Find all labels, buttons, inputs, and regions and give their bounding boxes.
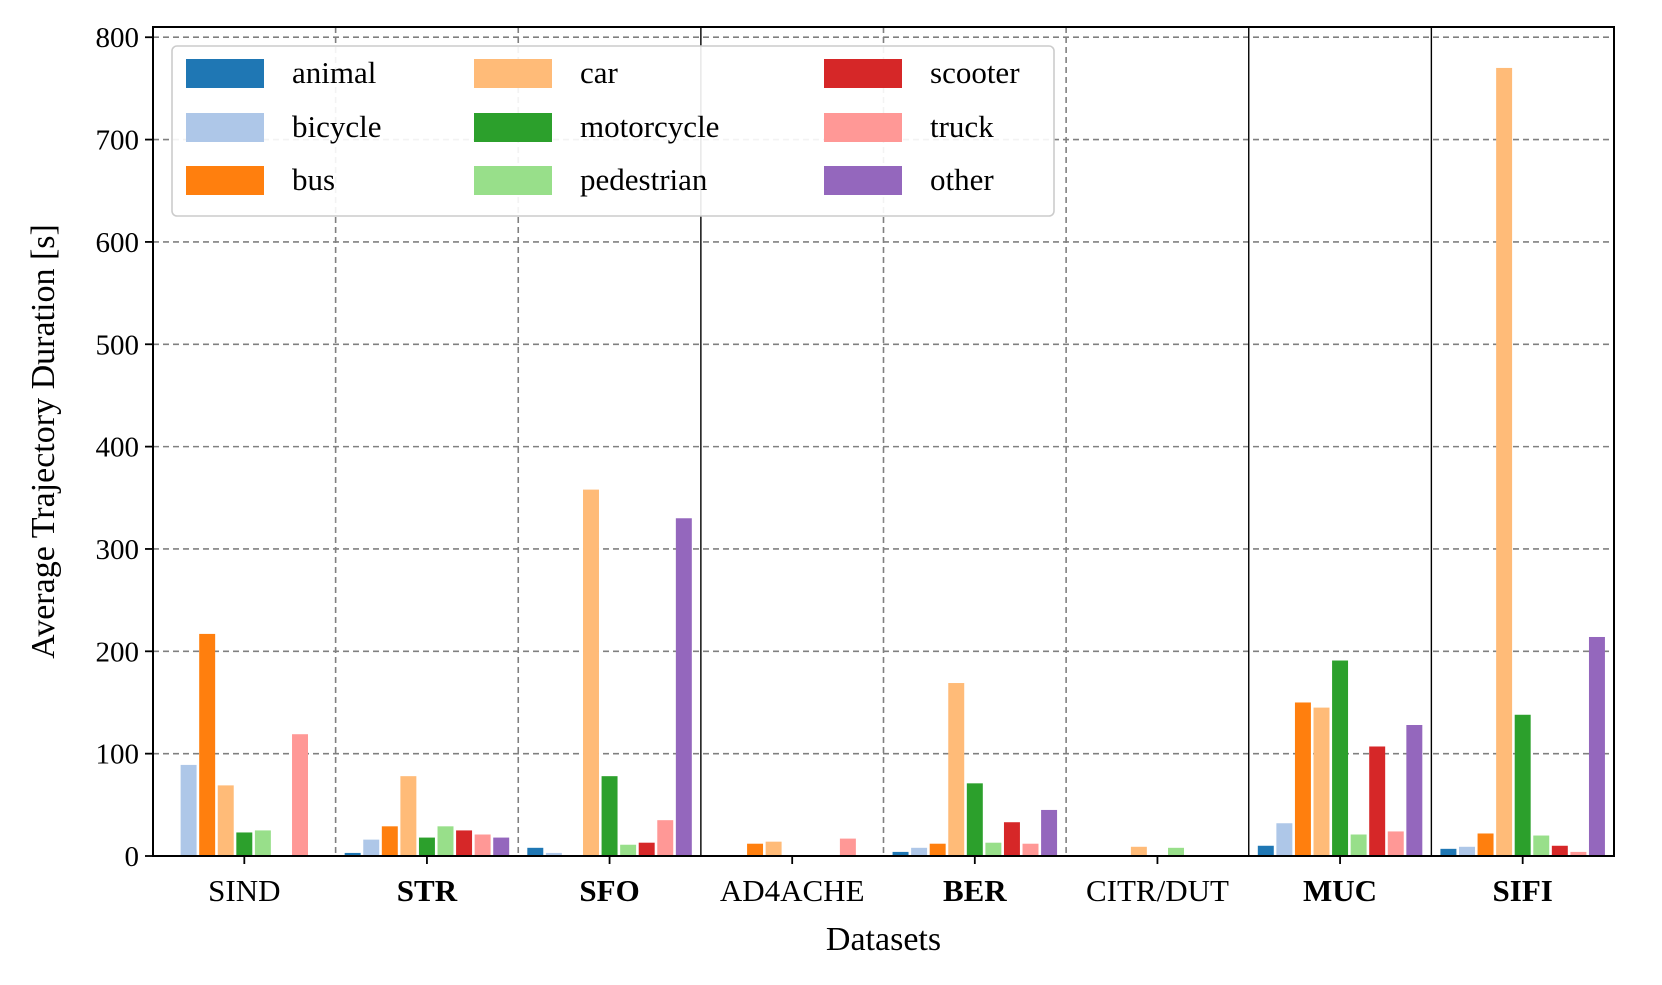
bar-citr-dut-pedestrian [1168, 847, 1184, 856]
bar-ber-motorcycle [966, 783, 983, 856]
bar-sfo-truck [657, 820, 674, 856]
x-tick-label: SIFI [1493, 873, 1553, 908]
legend-swatch-bicycle [186, 113, 264, 142]
bar-ber-bus [929, 843, 946, 856]
bar-str-other [493, 837, 510, 856]
y-tick-label: 800 [96, 22, 140, 54]
bar-ad4ache-truck [839, 838, 856, 856]
bar-muc-other [1406, 724, 1423, 856]
legend-label-scooter: scooter [930, 55, 1020, 90]
legend-swatch-scooter [824, 59, 902, 88]
bar-muc-motorcycle [1332, 660, 1349, 856]
bar-sifi-motorcycle [1514, 714, 1531, 856]
bar-sfo-motorcycle [601, 776, 618, 856]
x-axis-title: Datasets [826, 921, 941, 958]
bar-sind-truck [292, 734, 308, 856]
bar-muc-bicycle [1276, 823, 1293, 856]
legend-label-bus: bus [292, 162, 335, 197]
bar-sifi-car [1496, 67, 1513, 856]
plot-frame [152, 26, 1615, 857]
bar-sifi-other [1588, 636, 1605, 856]
x-tick-label: AD4ACHE [720, 873, 865, 908]
y-tick-label: 100 [96, 739, 140, 771]
x-tick-label: SIND [208, 873, 280, 908]
legend-swatch-truck [824, 113, 902, 142]
y-axis-title: Average Trajectory Duration [s] [25, 224, 62, 659]
bar-sifi-bus [1477, 833, 1494, 856]
bar-sifi-truck [1570, 851, 1587, 856]
legend-swatch-pedestrian [474, 166, 552, 195]
y-tick-label: 700 [96, 125, 140, 157]
x-tick-label: BER [943, 873, 1007, 908]
y-tick-label: 300 [96, 534, 140, 566]
bar-ber-pedestrian [985, 842, 1002, 856]
legend-swatch-motorcycle [474, 113, 552, 142]
bar-sind-motorcycle [236, 832, 253, 856]
bar-ber-animal [892, 851, 909, 856]
bar-sfo-animal [527, 847, 544, 856]
legend-label-pedestrian: pedestrian [580, 162, 708, 197]
bar-str-animal [344, 852, 361, 856]
legend-label-truck: truck [930, 109, 994, 144]
legend-swatch-car [474, 59, 552, 88]
bar-sind-bicycle [180, 764, 197, 856]
y-tick-label: 600 [96, 227, 140, 259]
bar-str-bus [381, 826, 398, 856]
bar-sifi-scooter [1551, 845, 1568, 856]
bar-sind-car [217, 785, 234, 856]
x-axis: SIND STR SFO AD4ACHE BER CITR/DUT MUC SIFI [208, 856, 1553, 908]
legend-label-other: other [930, 162, 994, 197]
bar-sifi-animal [1440, 848, 1457, 856]
x-tick-label: MUC [1303, 873, 1377, 908]
bars [180, 67, 1605, 856]
y-tick-label: 400 [96, 432, 140, 464]
bar-ad4ache-bus [747, 843, 764, 856]
bar-sind-bus [199, 633, 216, 856]
bar-sfo-scooter [638, 842, 655, 856]
y-axis: 0 100 200 300 400 500 600 700 800 [96, 22, 153, 873]
bar-ber-bicycle [911, 847, 928, 856]
bar-str-car [400, 776, 417, 856]
y-tick-label: 0 [125, 841, 140, 873]
x-tick-label: STR [397, 873, 458, 908]
legend-label-bicycle: bicycle [292, 109, 382, 144]
bar-muc-car [1313, 707, 1330, 856]
y-tick-label: 200 [96, 636, 140, 668]
bar-ber-truck [1022, 843, 1039, 856]
bar-muc-scooter [1369, 746, 1386, 856]
bar-muc-pedestrian [1350, 834, 1367, 856]
bar-str-scooter [456, 830, 473, 856]
bar-sfo-pedestrian [620, 844, 637, 856]
bar-ber-car [948, 683, 965, 856]
legend-swatch-bus [186, 166, 264, 195]
x-tick-label: SFO [579, 873, 639, 908]
bar-ber-scooter [1003, 822, 1020, 856]
bar-str-truck [474, 834, 491, 856]
bar-sifi-pedestrian [1533, 835, 1550, 856]
x-tick-label: CITR/DUT [1086, 873, 1229, 908]
bar-muc-truck [1387, 831, 1404, 856]
bar-sifi-bicycle [1459, 846, 1475, 856]
bar-sfo-bicycle [545, 852, 562, 856]
legend-label-motorcycle: motorcycle [580, 109, 719, 144]
bar-str-pedestrian [437, 826, 454, 856]
bar-ber-other [1041, 809, 1058, 856]
bar-sind-pedestrian [254, 830, 271, 856]
bar-muc-bus [1294, 702, 1311, 856]
legend-label-animal: animal [292, 55, 376, 90]
bar-sfo-car [583, 489, 599, 856]
bar-muc-animal [1257, 845, 1274, 856]
legend-swatch-animal [186, 59, 264, 88]
bar-citr-dut-car [1130, 846, 1147, 856]
bar-sfo-other [675, 518, 692, 856]
bar-ad4ache-car [765, 841, 782, 856]
legend-swatch-other [824, 166, 902, 195]
legend: animal bicycle bus car motorcycle pedestrian s… [171, 45, 1055, 217]
bar-str-bicycle [363, 839, 380, 856]
legend-label-car: car [580, 55, 619, 90]
bar-str-motorcycle [418, 837, 435, 856]
y-tick-label: 500 [96, 329, 140, 361]
